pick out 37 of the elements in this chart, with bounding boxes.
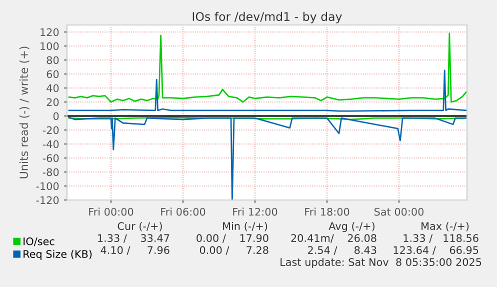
y-tick-label: -80: [42, 168, 59, 176]
x-tick-label: Fri 18:00: [305, 208, 350, 216]
line-series: [68, 70, 467, 112]
text: 123.64 / 66.95: [394, 246, 478, 255]
text: Max (-/+): [422, 222, 469, 232]
y-tick-label: 80: [46, 56, 59, 64]
y-axis-title: Units read (-) / write (+): [19, 46, 30, 178]
x-tick-label: Fri 12:00: [233, 208, 278, 216]
text: 0.00 / 7.28: [200, 246, 268, 255]
y-tick-label: -20: [42, 126, 59, 134]
text: 4.10 / 7.96: [100, 246, 170, 255]
y-tick-label: -120: [36, 196, 59, 204]
x-tick-label: Fri 00:00: [89, 208, 134, 216]
y-tick-label: 100: [40, 42, 59, 50]
text: 1.33 / 118.56: [404, 234, 478, 243]
text: Min (-/+): [223, 222, 268, 232]
text: 1.33 / 33.47: [98, 234, 170, 243]
text: Cur (-/+): [118, 222, 162, 232]
x-tick-label: Fri 06:00: [161, 208, 206, 216]
line-series: [68, 32, 467, 103]
y-tick-label: 40: [46, 84, 59, 92]
y-tick-label: 20: [46, 98, 59, 106]
y-tick-label: -60: [42, 154, 59, 162]
y-tick-label: 120: [40, 28, 59, 36]
y-tick-label: 60: [46, 70, 59, 78]
text: 0.00 / 17.90: [196, 234, 268, 243]
text: 2.54 / 8.43: [308, 246, 376, 255]
text: Last update: Sat Nov 8 05:35:00 2025: [280, 258, 482, 268]
y-tick-label: -100: [36, 182, 59, 190]
chart-title: IOs for /dev/md1 - by day: [192, 12, 342, 24]
text: Avg (-/+): [328, 222, 374, 232]
legend-label: Req Size (KB): [24, 250, 92, 260]
text: 20.41m/ 26.08: [291, 234, 376, 243]
y-tick-label: 0: [53, 112, 59, 120]
x-tick-label: Sat 00:00: [374, 208, 424, 216]
legend-label: IO/sec: [24, 237, 54, 246]
y-tick-label: -40: [42, 140, 59, 148]
